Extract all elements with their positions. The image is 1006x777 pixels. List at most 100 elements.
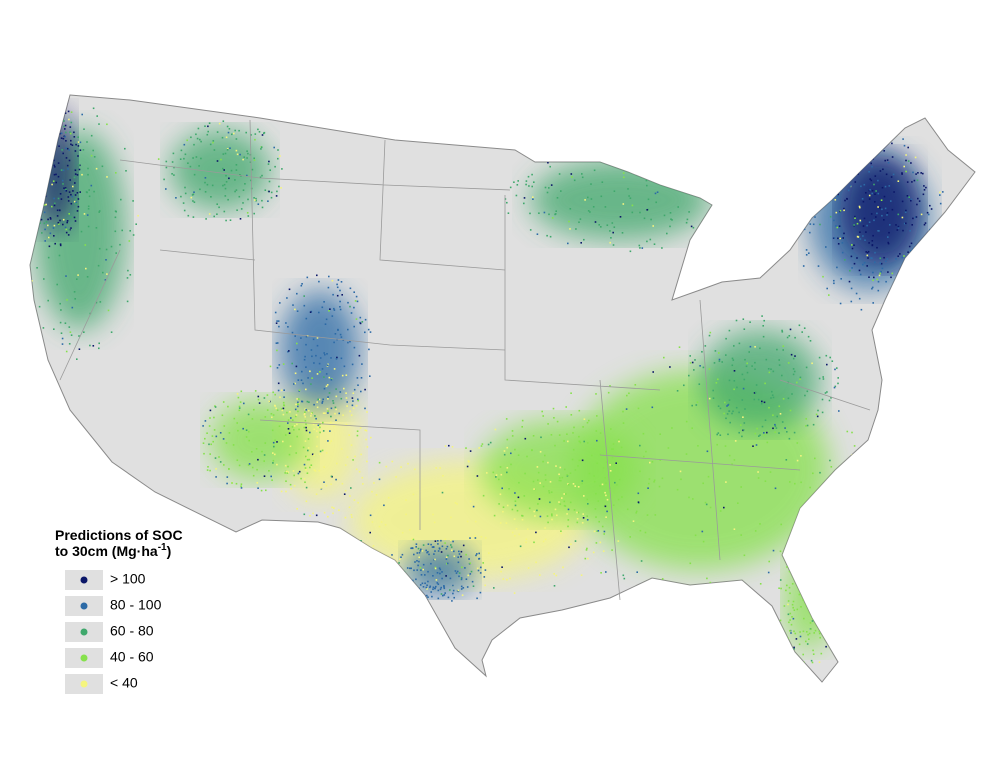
soc-dot bbox=[742, 429, 745, 431]
soc-dot bbox=[563, 440, 565, 442]
soc-dot bbox=[212, 141, 214, 144]
soc-dot bbox=[814, 157, 817, 160]
soc-dot bbox=[320, 487, 322, 489]
soc-dot bbox=[870, 257, 872, 259]
soc-dot bbox=[865, 192, 867, 194]
soc-dot bbox=[708, 334, 711, 337]
soc-dot bbox=[764, 419, 767, 421]
soc-dot bbox=[45, 203, 47, 206]
soc-dot bbox=[45, 167, 48, 169]
soc-dot bbox=[685, 164, 687, 167]
soc-dot bbox=[60, 332, 63, 334]
soc-dot bbox=[815, 184, 818, 187]
soc-dot bbox=[709, 331, 712, 334]
soc-dot bbox=[731, 412, 733, 415]
soc-dot bbox=[885, 280, 887, 283]
soc-dot bbox=[826, 603, 829, 605]
soc-dot bbox=[76, 174, 79, 176]
soc-dot bbox=[457, 590, 460, 593]
soc-dot bbox=[310, 415, 312, 417]
soc-dot bbox=[47, 145, 49, 148]
soc-dot bbox=[811, 362, 813, 365]
soc-dot bbox=[476, 567, 479, 570]
soc-dot bbox=[842, 237, 844, 239]
soc-dot bbox=[836, 195, 839, 198]
soc-dot bbox=[766, 441, 769, 444]
soc-dot bbox=[576, 518, 579, 520]
soc-dot bbox=[300, 379, 303, 381]
soc-dot bbox=[884, 159, 886, 162]
soc-dot bbox=[74, 220, 77, 222]
soc-dot bbox=[595, 516, 597, 518]
soc-dot bbox=[38, 207, 41, 209]
soc-dot bbox=[734, 440, 737, 442]
soc-dot bbox=[904, 211, 907, 213]
soc-dot bbox=[234, 190, 236, 193]
soc-dot bbox=[508, 488, 510, 490]
soc-dot bbox=[183, 143, 186, 146]
soc-dot bbox=[691, 361, 694, 364]
soc-dot bbox=[462, 544, 465, 547]
soc-dot bbox=[283, 404, 285, 406]
soc-dot bbox=[454, 570, 457, 572]
soc-dot bbox=[303, 295, 305, 297]
soc-dot bbox=[833, 219, 835, 222]
soc-dot bbox=[75, 201, 77, 204]
soc-dot bbox=[910, 199, 912, 202]
soc-dot bbox=[835, 586, 838, 589]
soc-dot bbox=[825, 354, 828, 357]
soc-dot bbox=[276, 349, 278, 352]
soc-dot bbox=[330, 483, 332, 485]
soc-dot bbox=[877, 289, 880, 292]
soc-dot bbox=[469, 450, 472, 452]
soc-dot bbox=[769, 471, 772, 473]
soc-dot bbox=[282, 363, 285, 365]
soc-dot bbox=[799, 540, 802, 542]
soc-dot bbox=[255, 197, 257, 200]
soc-dot bbox=[939, 202, 942, 205]
soc-dot bbox=[238, 407, 241, 409]
soc-dot bbox=[920, 213, 923, 216]
soc-dot bbox=[521, 518, 524, 521]
soc-dot bbox=[548, 490, 550, 492]
soc-dot bbox=[327, 410, 329, 412]
soc-dot bbox=[613, 190, 616, 192]
soc-dot bbox=[505, 418, 508, 420]
soc-dot bbox=[303, 413, 306, 415]
soc-dot bbox=[651, 161, 653, 164]
soc-dot bbox=[577, 511, 580, 514]
soc-dot bbox=[478, 552, 480, 555]
soc-dot bbox=[75, 198, 77, 201]
soc-dot bbox=[846, 430, 849, 433]
soc-dot bbox=[365, 429, 368, 432]
soc-dot bbox=[289, 445, 292, 448]
soc-dot bbox=[313, 469, 316, 471]
soc-dot bbox=[873, 219, 875, 222]
soc-dot bbox=[906, 181, 909, 183]
soc-dot bbox=[329, 308, 331, 310]
soc-dot bbox=[413, 569, 415, 572]
soc-dot bbox=[325, 452, 328, 454]
soc-dot bbox=[352, 400, 354, 402]
soc-dot bbox=[353, 306, 355, 309]
soc-dot bbox=[876, 278, 879, 281]
soc-dot bbox=[884, 185, 887, 188]
soc-dot bbox=[434, 567, 437, 570]
soc-dot bbox=[475, 554, 477, 557]
soc-dot bbox=[204, 181, 206, 184]
legend-dot bbox=[80, 628, 88, 636]
soc-dot bbox=[536, 509, 538, 512]
soc-dot bbox=[871, 166, 873, 168]
soc-dot bbox=[432, 513, 434, 516]
soc-dot bbox=[38, 172, 40, 174]
soc-dot bbox=[276, 441, 278, 443]
soc-dot bbox=[346, 456, 349, 458]
soc-dot bbox=[627, 188, 629, 190]
soc-dot bbox=[895, 224, 897, 226]
soc-dot bbox=[493, 587, 495, 589]
soc-dot bbox=[398, 562, 400, 564]
soc-dot bbox=[885, 173, 888, 176]
soc-dot bbox=[779, 550, 782, 553]
soc-dot bbox=[559, 477, 561, 479]
soc-dot bbox=[714, 350, 717, 352]
